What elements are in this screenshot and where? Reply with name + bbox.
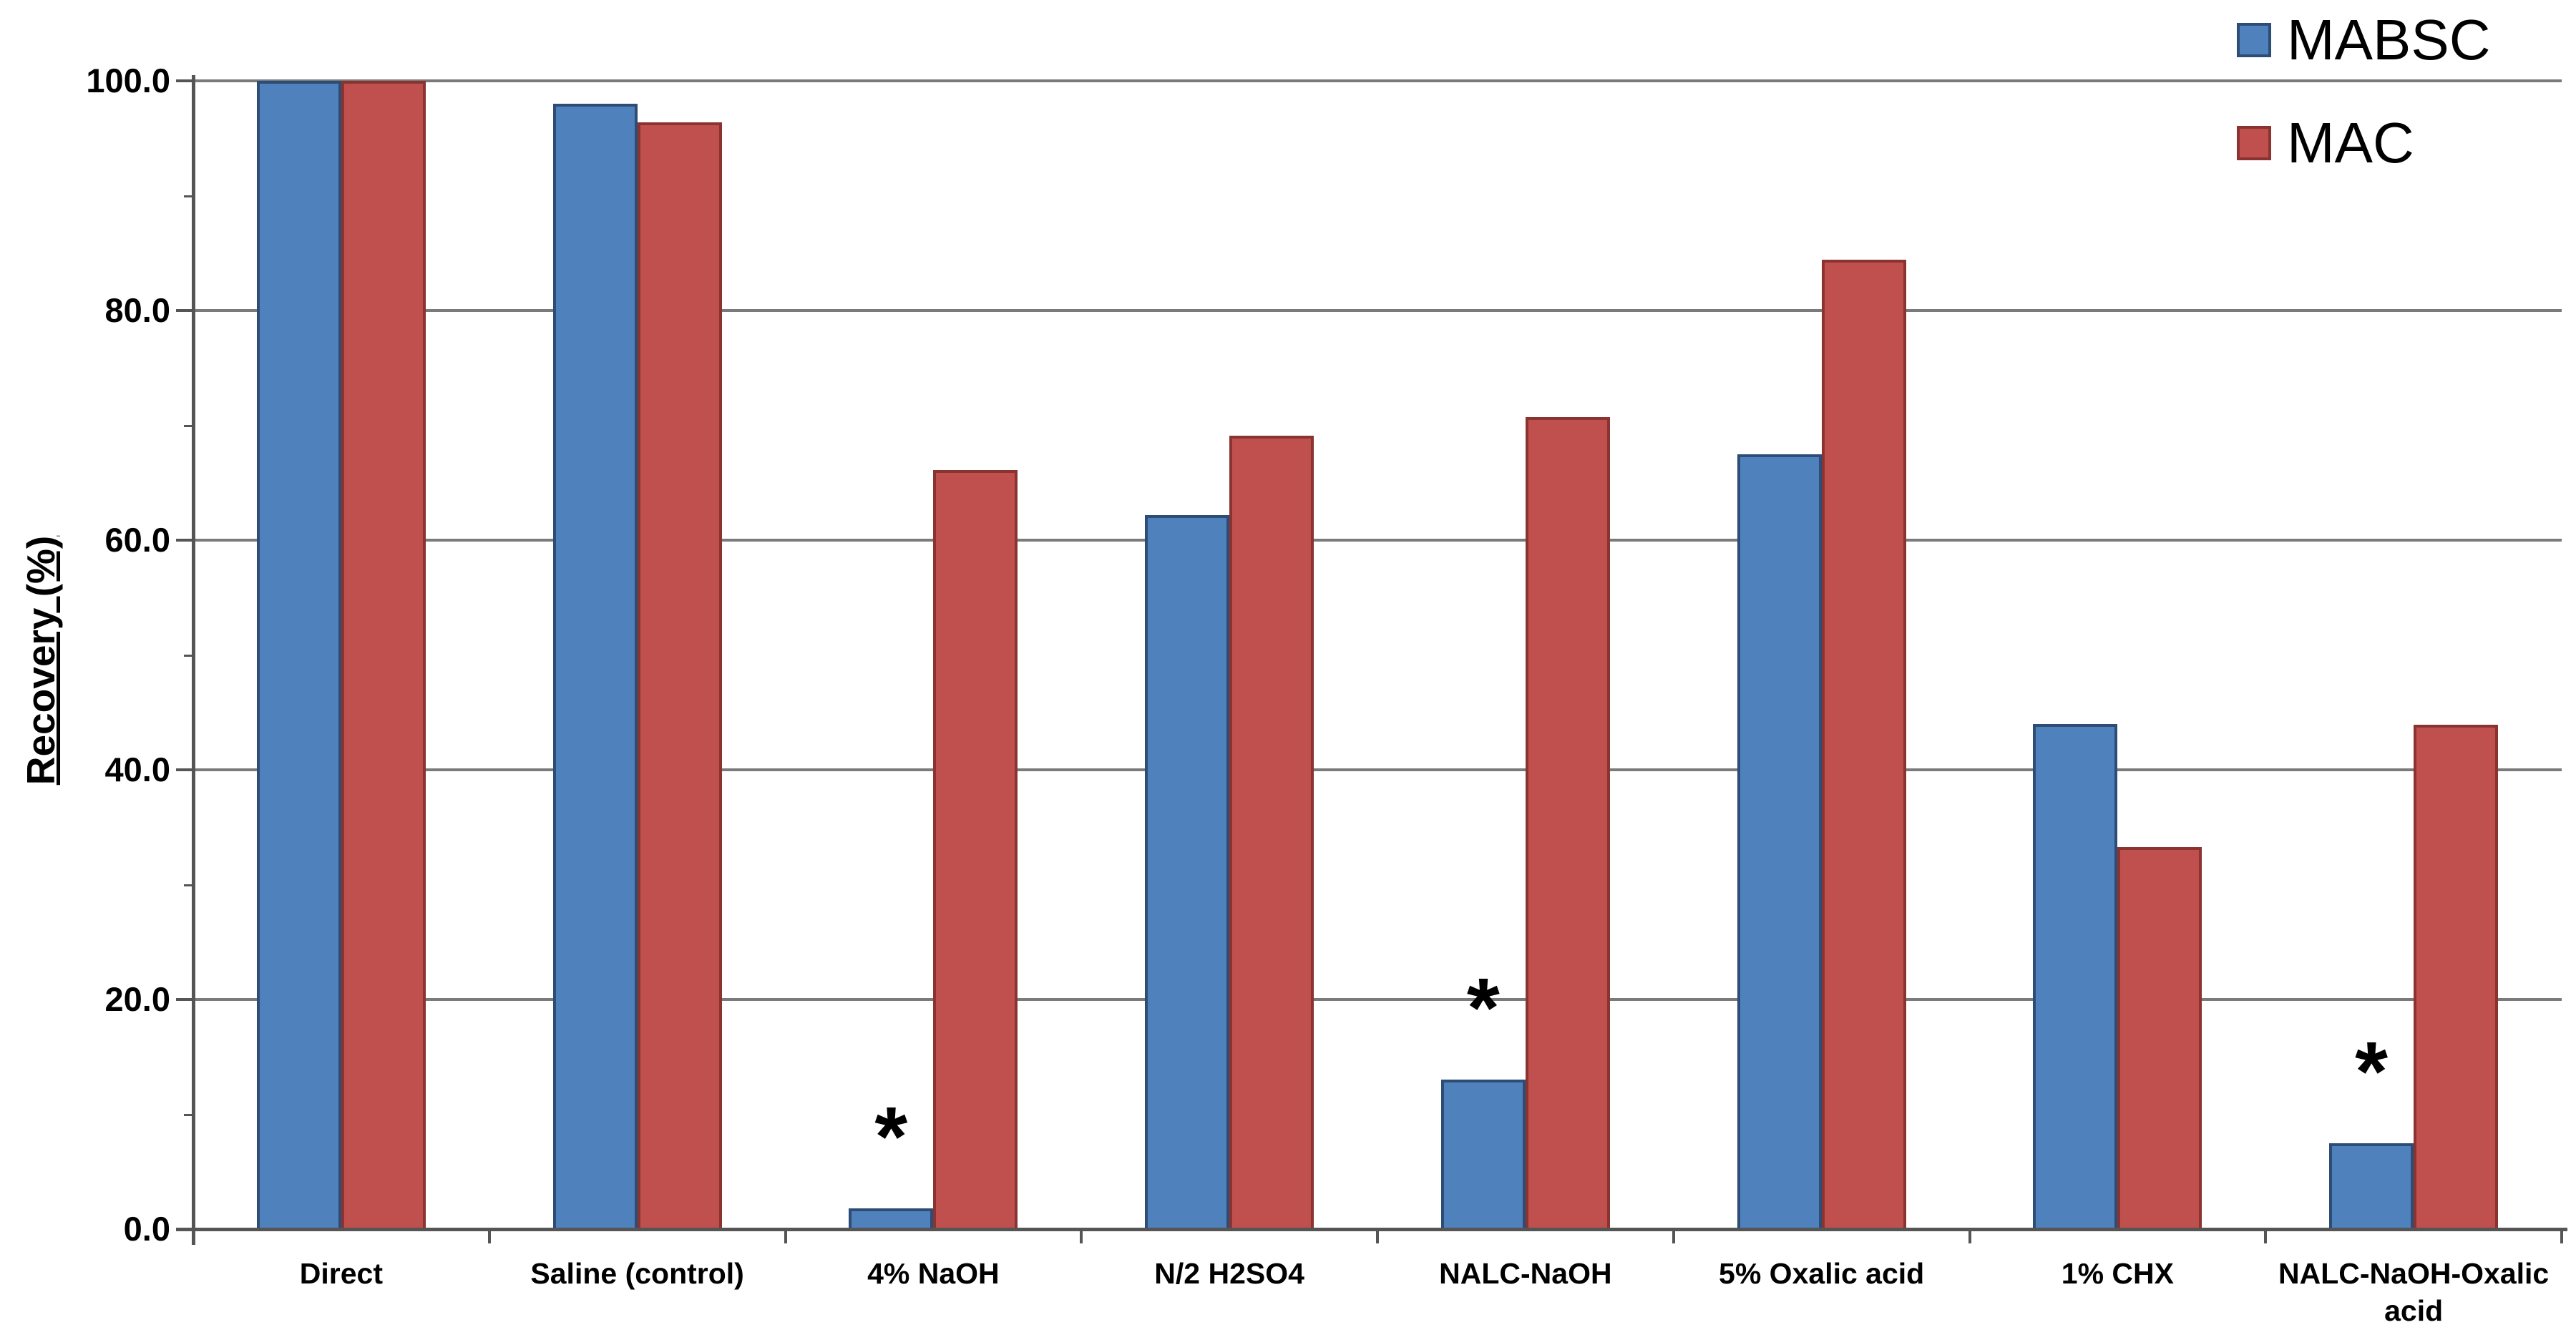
x-axis-category-label: 4% NaOH bbox=[867, 1257, 1000, 1290]
bar-mac-2 bbox=[637, 122, 722, 1229]
x-axis-category-label: Saline (control) bbox=[530, 1257, 744, 1290]
y-axis-minor-tick bbox=[184, 195, 193, 197]
gridline bbox=[193, 309, 2562, 312]
legend-swatch-mac bbox=[2237, 126, 2271, 160]
x-axis-line bbox=[176, 1228, 2567, 1231]
y-axis-major-tick bbox=[176, 309, 193, 312]
y-axis-major-tick bbox=[176, 768, 193, 771]
x-axis-category-label: 5% Oxalic acid bbox=[1719, 1257, 1925, 1290]
legend-swatch-mabsc bbox=[2237, 23, 2271, 57]
significance-asterisk: * bbox=[1466, 961, 1500, 1056]
y-axis-minor-tick bbox=[184, 654, 193, 657]
bar-mabsc-7 bbox=[2033, 723, 2118, 1229]
bar-mac-7 bbox=[2117, 846, 2202, 1229]
x-axis-category-label: Direct bbox=[299, 1257, 383, 1290]
gridline bbox=[193, 539, 2562, 542]
gridline bbox=[193, 998, 2562, 1001]
x-axis-boundary-tick bbox=[192, 1229, 195, 1243]
bar-mabsc-6 bbox=[1737, 454, 1822, 1229]
y-axis-line bbox=[192, 75, 195, 1245]
y-axis-major-tick bbox=[176, 539, 193, 542]
y-axis-tick-label: 100.0 bbox=[86, 62, 170, 99]
gridline bbox=[193, 768, 2562, 771]
legend-label-mabsc: MABSC bbox=[2287, 8, 2491, 72]
y-axis-tick-label: 40.0 bbox=[104, 750, 170, 788]
y-axis-tick-label: 20.0 bbox=[104, 980, 170, 1018]
x-axis-boundary-tick bbox=[1968, 1229, 1971, 1243]
legend-label-mac: MAC bbox=[2287, 111, 2414, 175]
bar-mac-4 bbox=[1229, 435, 1314, 1229]
x-axis-category-label: NALC-NaOH-Oxalic acid bbox=[2278, 1257, 2550, 1327]
y-axis-major-tick bbox=[176, 998, 193, 1001]
bar-mabsc-8 bbox=[2329, 1143, 2414, 1229]
bar-mabsc-5 bbox=[1440, 1080, 1526, 1229]
gridline bbox=[193, 79, 2562, 82]
y-axis-minor-tick bbox=[184, 1113, 193, 1116]
significance-asterisk: * bbox=[874, 1090, 908, 1185]
x-axis-category-label: N/2 H2SO4 bbox=[1154, 1257, 1304, 1290]
bar-mabsc-2 bbox=[552, 104, 638, 1229]
x-axis-boundary-tick bbox=[1376, 1229, 1379, 1243]
y-axis-major-tick bbox=[176, 79, 193, 82]
bar-mabsc-4 bbox=[1145, 514, 1230, 1229]
legend-item-mabsc: MABSC bbox=[2237, 0, 2491, 80]
x-axis-category-label: 1% CHX bbox=[2061, 1257, 2174, 1290]
bar-mac-1 bbox=[341, 81, 426, 1229]
x-axis-boundary-tick bbox=[1080, 1229, 1083, 1243]
x-axis-boundary-tick bbox=[2560, 1229, 2563, 1243]
x-axis-boundary-tick bbox=[1672, 1229, 1675, 1243]
bar-mac-8 bbox=[2414, 725, 2499, 1229]
y-axis-tick-label: 60.0 bbox=[104, 521, 170, 559]
y-axis-title: Recovery (%) bbox=[19, 535, 63, 786]
significance-asterisk: * bbox=[2355, 1024, 2389, 1119]
y-axis-minor-tick bbox=[184, 884, 193, 886]
bar-mac-6 bbox=[1821, 260, 1906, 1229]
bar-mabsc-1 bbox=[256, 81, 341, 1229]
x-axis-boundary-tick bbox=[2264, 1229, 2268, 1243]
bar-mabsc-3 bbox=[849, 1208, 934, 1229]
y-axis-tick-label: 0.0 bbox=[123, 1210, 170, 1248]
bar-mac-3 bbox=[933, 470, 1018, 1229]
legend-item-mac: MAC bbox=[2237, 103, 2414, 183]
x-axis-boundary-tick bbox=[784, 1229, 787, 1243]
x-axis-boundary-tick bbox=[487, 1229, 491, 1243]
y-axis-minor-tick bbox=[184, 424, 193, 427]
bar-mac-5 bbox=[1525, 417, 1610, 1229]
x-axis-category-label: NALC-NaOH bbox=[1439, 1257, 1612, 1290]
y-axis-tick-label: 80.0 bbox=[104, 291, 170, 329]
